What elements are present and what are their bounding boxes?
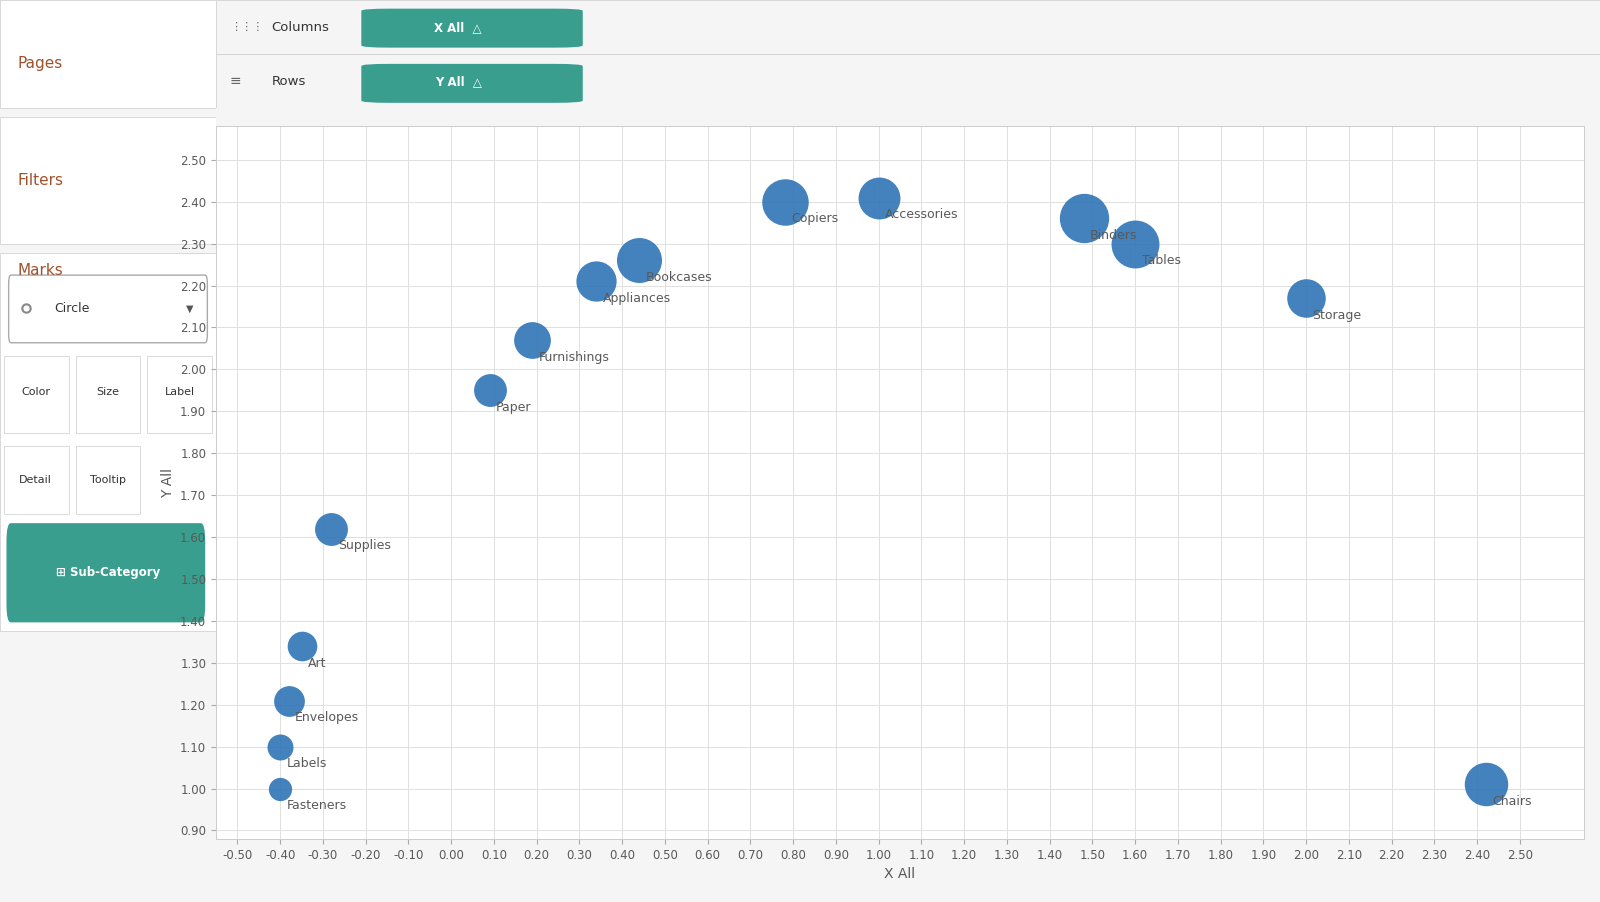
- Text: Fasteners: Fasteners: [286, 799, 347, 812]
- Text: Label: Label: [165, 387, 195, 398]
- FancyBboxPatch shape: [75, 356, 141, 433]
- Text: X All  △: X All △: [435, 21, 482, 34]
- Text: Envelopes: Envelopes: [294, 711, 360, 724]
- Point: [771, 195, 797, 209]
- Text: Filters: Filters: [18, 173, 64, 188]
- Point: [627, 253, 653, 268]
- Point: [584, 274, 610, 289]
- Text: ⊞ Sub-Category: ⊞ Sub-Category: [56, 566, 160, 579]
- Text: Columns: Columns: [272, 21, 330, 33]
- Text: Binders: Binders: [1090, 229, 1138, 242]
- Text: Tooltip: Tooltip: [90, 474, 126, 485]
- X-axis label: X All: X All: [885, 867, 915, 881]
- Point: [1293, 291, 1318, 306]
- Point: [1070, 211, 1096, 226]
- Text: Detail: Detail: [19, 474, 53, 485]
- Text: Furnishings: Furnishings: [539, 351, 610, 364]
- Point: [866, 190, 891, 205]
- FancyBboxPatch shape: [8, 275, 208, 343]
- Text: Color: Color: [21, 387, 50, 398]
- Text: Rows: Rows: [272, 75, 306, 87]
- FancyBboxPatch shape: [216, 0, 1600, 54]
- FancyBboxPatch shape: [362, 9, 582, 48]
- Text: Y All  △: Y All △: [435, 75, 482, 88]
- Point: [275, 694, 301, 708]
- FancyBboxPatch shape: [362, 64, 582, 103]
- FancyBboxPatch shape: [5, 356, 69, 433]
- FancyBboxPatch shape: [0, 0, 216, 108]
- Point: [520, 333, 546, 347]
- Point: [267, 740, 293, 754]
- Text: Marks: Marks: [18, 263, 62, 278]
- FancyBboxPatch shape: [216, 54, 1600, 108]
- FancyBboxPatch shape: [0, 253, 216, 631]
- Text: Supplies: Supplies: [338, 539, 390, 552]
- FancyBboxPatch shape: [6, 523, 205, 622]
- Text: Labels: Labels: [286, 757, 326, 770]
- Point: [477, 383, 502, 398]
- Text: Chairs: Chairs: [1493, 795, 1531, 808]
- Text: Accessories: Accessories: [885, 208, 958, 221]
- Point: [318, 521, 344, 536]
- Point: [1122, 236, 1147, 251]
- Y-axis label: Y All: Y All: [160, 467, 174, 498]
- Text: Storage: Storage: [1312, 308, 1362, 322]
- Text: Pages: Pages: [18, 56, 62, 70]
- Text: ≡: ≡: [230, 74, 242, 88]
- Text: Art: Art: [307, 657, 326, 669]
- Point: [267, 781, 293, 796]
- FancyBboxPatch shape: [0, 117, 216, 244]
- Text: Size: Size: [96, 387, 120, 398]
- Text: ⋮⋮⋮: ⋮⋮⋮: [230, 22, 264, 32]
- Text: Bookcases: Bookcases: [646, 271, 712, 284]
- FancyBboxPatch shape: [75, 446, 141, 514]
- Text: Circle: Circle: [54, 302, 90, 315]
- FancyBboxPatch shape: [5, 446, 69, 514]
- Text: Appliances: Appliances: [603, 292, 670, 305]
- Text: Tables: Tables: [1141, 254, 1181, 267]
- FancyBboxPatch shape: [147, 356, 211, 433]
- Point: [1474, 778, 1499, 792]
- Point: [288, 639, 314, 653]
- Text: ▼: ▼: [186, 303, 194, 314]
- Text: Copiers: Copiers: [790, 212, 838, 226]
- Text: Paper: Paper: [496, 400, 531, 414]
